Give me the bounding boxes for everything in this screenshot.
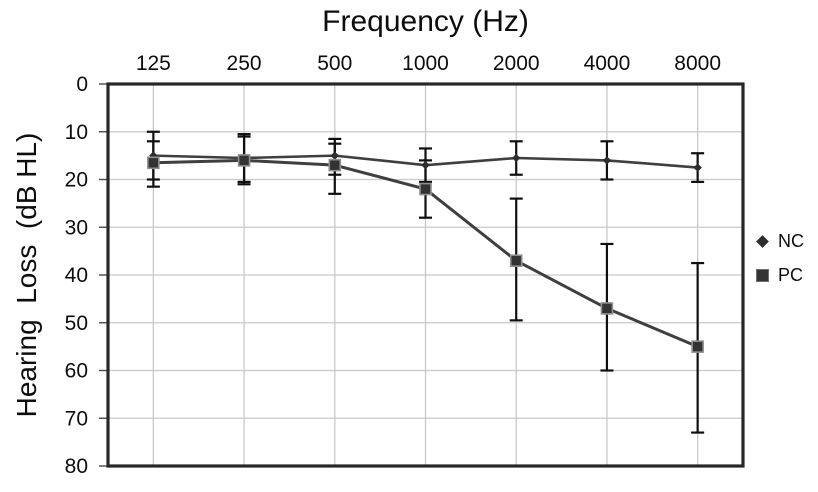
y-tick-label: 20 (65, 169, 88, 192)
legend-entry-nc: NC (753, 231, 804, 251)
square-marker (328, 158, 342, 172)
y-tick-label: 10 (65, 121, 88, 144)
y-tick-label: 70 (65, 407, 88, 430)
x-tick-label: 1000 (402, 52, 449, 75)
diamond-marker (149, 151, 158, 160)
diamond-marker (602, 156, 612, 165)
y-tick-label: 30 (65, 216, 88, 239)
series-markers (147, 151, 704, 353)
square-marker-icon (755, 268, 769, 282)
y-tick-label: 40 (65, 264, 88, 287)
x-tick-label: 500 (317, 52, 352, 75)
legend: NC PC (753, 231, 804, 285)
error-bars (146, 130, 705, 434)
square-marker (691, 340, 704, 353)
y-tick-label: 80 (65, 455, 88, 478)
diamond-marker (330, 151, 339, 160)
x-tick-label: 2000 (493, 52, 540, 75)
diamond-marker (421, 160, 430, 170)
x-axis-title: Frequency (Hz) (322, 5, 529, 38)
square-marker (600, 302, 614, 315)
square-marker (237, 154, 251, 167)
plot-border (106, 82, 745, 468)
square-marker (509, 254, 523, 267)
x-tick-label: 125 (136, 52, 171, 75)
x-tick-label: 4000 (584, 52, 631, 75)
plot-border-rect (106, 82, 745, 468)
y-tick-label: 60 (65, 360, 88, 383)
y-tick-labels: 0 10 20 30 40 50 60 70 80 (65, 73, 88, 478)
y-tick-label: 50 (65, 312, 88, 335)
diamond-marker (512, 153, 521, 163)
x-tick-label: 250 (227, 52, 262, 75)
diamond-marker (693, 163, 702, 172)
diamond-marker-icon (755, 234, 769, 248)
gridlines (108, 84, 743, 466)
square-marker (147, 156, 160, 170)
legend-entry-pc: PC (753, 265, 804, 285)
y-tick-label: 0 (76, 73, 88, 96)
x-tick-labels: 125 250 500 1000 2000 4000 8000 (136, 52, 721, 75)
square-marker (419, 182, 432, 196)
legend-label-pc: PC (778, 264, 804, 285)
legend-label-nc: NC (778, 230, 804, 251)
x-tick-label: 8000 (674, 52, 721, 75)
